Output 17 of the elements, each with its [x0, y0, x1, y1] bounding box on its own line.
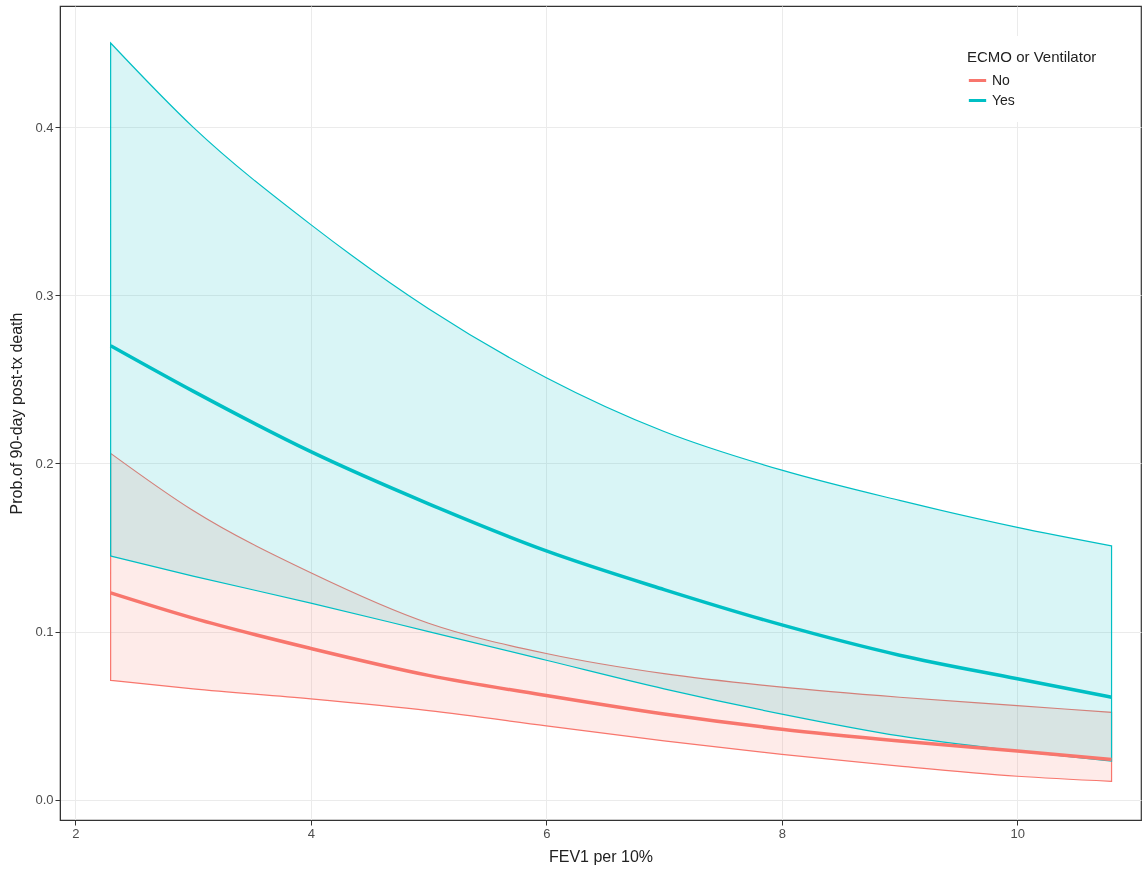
y-tick-label: 0.2 [35, 455, 54, 471]
y-axis-title: Prob.of 90-day post-tx death [8, 312, 26, 515]
legend-title: ECMO or Ventilator [967, 48, 1097, 65]
x-tick-label: 10 [1010, 825, 1026, 841]
x-tick-label: 2 [72, 825, 80, 841]
x-tick-label: 4 [307, 825, 315, 841]
line-series [108, 343, 1114, 699]
y-tick-label: 0.4 [35, 119, 54, 135]
x-tick-label: 6 [543, 825, 551, 841]
y-tick-label: 0.3 [35, 287, 54, 303]
line-series [108, 591, 1114, 762]
y-tick-label: 0.1 [35, 624, 54, 640]
x-tick-label: 8 [778, 825, 786, 841]
legend-label: No [992, 71, 1011, 88]
legend-label: Yes [992, 91, 1015, 108]
x-axis-title: FEV1 per 10% [548, 847, 654, 865]
y-tick-label: 0.0 [35, 792, 54, 808]
